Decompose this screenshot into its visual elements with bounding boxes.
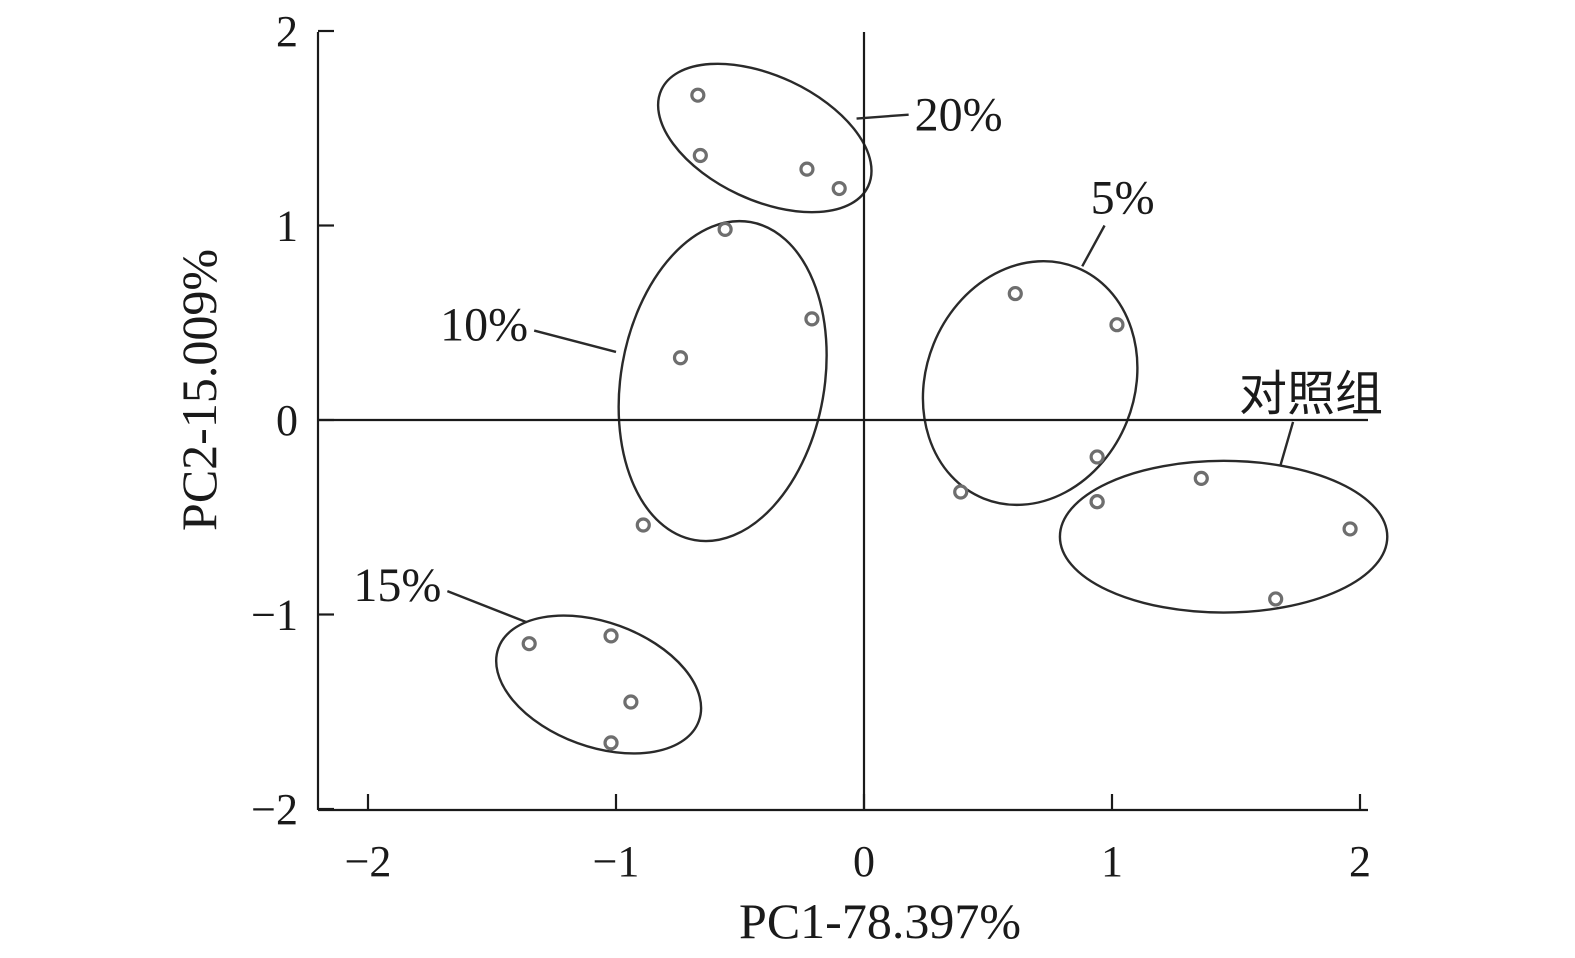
data-point-10pct <box>635 517 651 533</box>
data-point-5pct <box>953 484 969 500</box>
cluster-ellipse-group-4 <box>1058 459 1389 614</box>
data-point-5pct <box>1089 449 1105 465</box>
data-point-5pct <box>1007 285 1023 302</box>
cluster-ellipses <box>494 62 1389 755</box>
leader-line-15pct <box>446 590 528 624</box>
group-label-group-4: 对照组 <box>1239 368 1383 421</box>
data-point-15pct <box>603 628 619 644</box>
data-point-group-4 <box>1268 591 1284 607</box>
data-point-10pct <box>804 311 820 327</box>
data-point-15pct <box>521 636 537 652</box>
y-tick-label: −1 <box>251 591 298 640</box>
cluster-ellipse-5pct <box>921 260 1139 507</box>
data-point-10pct <box>717 221 733 237</box>
leader-line-group-4 <box>1279 421 1295 466</box>
data-point-15pct <box>623 694 639 710</box>
data-point-group-4 <box>1089 494 1105 510</box>
group-label-10pct: 10% <box>440 299 528 352</box>
x-tick-label: −1 <box>593 837 640 886</box>
leader-line-10pct <box>533 329 617 354</box>
y-tick-label: −2 <box>251 785 298 834</box>
y-tick-label: 2 <box>276 7 298 56</box>
data-point-10pct <box>672 350 689 366</box>
y-axis-title: PC2-15.009% <box>171 249 227 531</box>
x-tick-label: 0 <box>853 837 875 886</box>
data-point-20pct <box>690 87 706 103</box>
group-label-5pct: 5% <box>1091 172 1155 225</box>
cluster-ellipse-10pct <box>617 219 828 543</box>
group-label-20pct: 20% <box>915 89 1003 142</box>
group-labels: 20% 10% 5% 15% 对照组 <box>353 89 1383 624</box>
data-point-20pct <box>831 180 847 197</box>
data-point-group-4 <box>1193 470 1209 486</box>
plot-axes: −2 −1 0 1 2 −2 −1 0 1 2 <box>251 7 1371 886</box>
cluster-ellipse-20pct <box>656 62 873 214</box>
leader-line-20pct <box>856 113 909 120</box>
y-tick-label: 0 <box>276 396 298 445</box>
x-axis-title: PC1-78.397% <box>739 893 1021 949</box>
group-label-15pct: 15% <box>353 559 441 612</box>
data-points <box>521 87 1358 751</box>
data-point-5pct <box>1109 317 1125 333</box>
cluster-ellipse-15pct <box>494 614 703 755</box>
x-tick-label: −2 <box>345 837 392 886</box>
data-point-20pct <box>799 161 815 177</box>
leader-line-5pct <box>1081 224 1106 267</box>
y-tick-label: 1 <box>276 202 298 251</box>
data-point-group-4 <box>1342 521 1358 537</box>
x-tick-label: 2 <box>1349 837 1371 886</box>
data-point-20pct <box>692 147 708 164</box>
data-point-15pct <box>603 735 619 751</box>
x-tick-label: 1 <box>1101 837 1123 886</box>
